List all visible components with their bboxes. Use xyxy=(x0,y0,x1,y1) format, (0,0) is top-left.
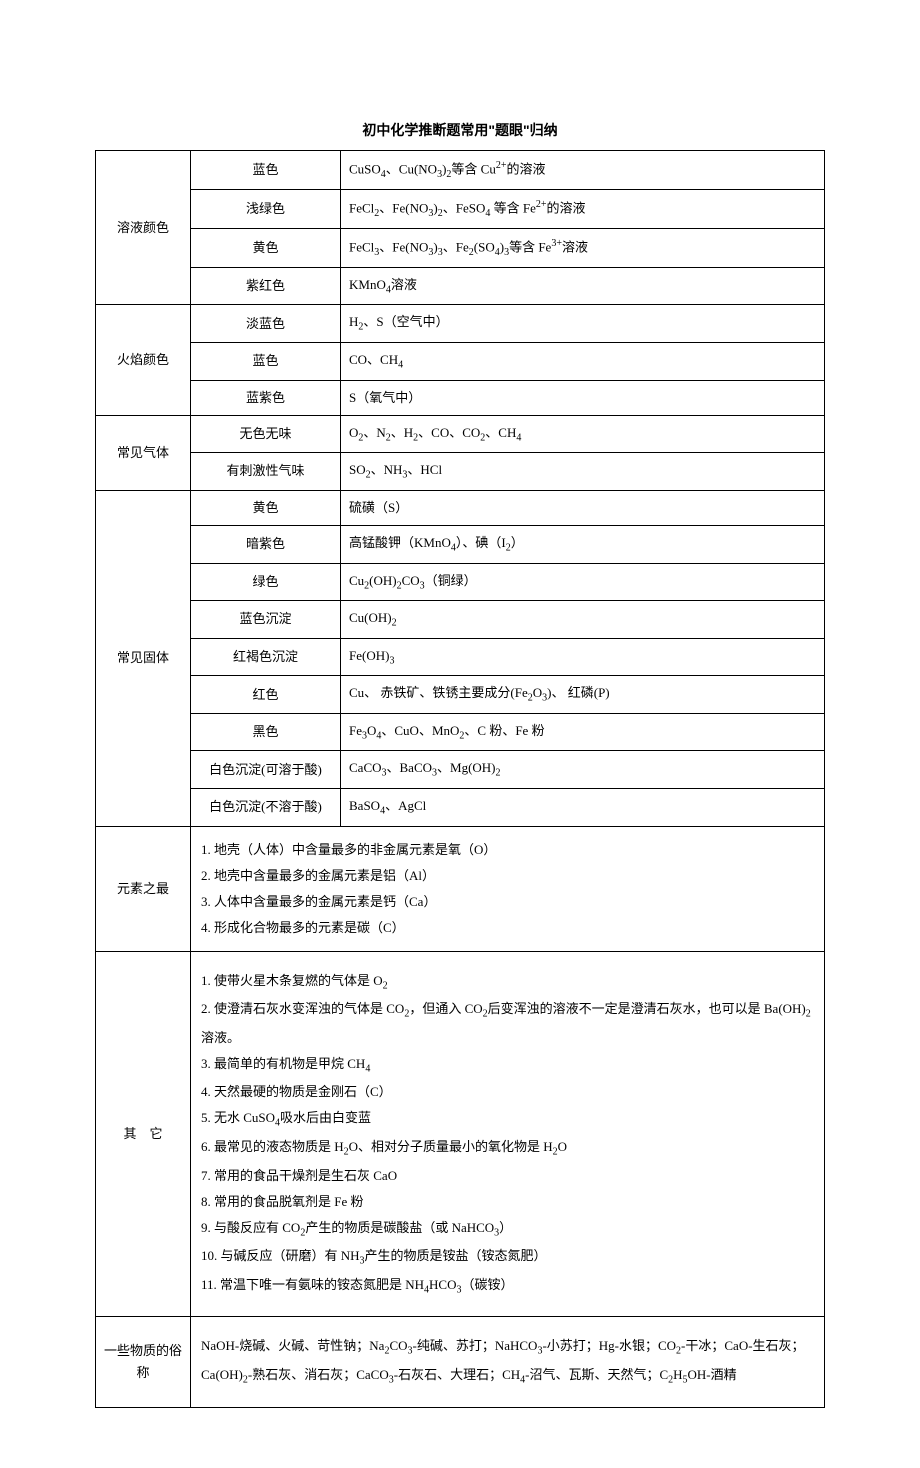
content-cell: Cu、 赤铁矿、铁锈主要成分(Fe2O3)、 红磷(P) xyxy=(341,676,825,714)
property-cell: 黄色 xyxy=(191,228,341,267)
content-cell: BaSO4、AgCl xyxy=(341,789,825,827)
content-cell: S（氧气中） xyxy=(341,380,825,415)
property-cell: 蓝色 xyxy=(191,151,341,190)
content-cell: KMnO4溶液 xyxy=(341,267,825,305)
content-cell: NaOH-烧碱、火碱、苛性钠；Na2CO3-纯碱、苏打；NaHCO3-小苏打；H… xyxy=(191,1317,825,1407)
content-cell: H2、S（空气中） xyxy=(341,305,825,343)
table-row: 其 它1. 使带火星木条复燃的气体是 O22. 使澄清石灰水变浑浊的气体是 CO… xyxy=(96,951,825,1317)
category-cell: 常见气体 xyxy=(96,415,191,490)
property-cell: 紫红色 xyxy=(191,267,341,305)
content-cell: Cu2(OH)2CO3（铜绿） xyxy=(341,563,825,601)
property-cell: 淡蓝色 xyxy=(191,305,341,343)
table-row: 有刺激性气味SO2、NH3、HCl xyxy=(96,453,825,491)
property-cell: 蓝紫色 xyxy=(191,380,341,415)
table-row: 元素之最1. 地壳（人体）中含量最多的非金属元素是氧（O）2. 地壳中含量最多的… xyxy=(96,826,825,951)
property-cell: 蓝色 xyxy=(191,342,341,380)
property-cell: 有刺激性气味 xyxy=(191,453,341,491)
content-cell: Fe3O4、CuO、MnO2、C 粉、Fe 粉 xyxy=(341,713,825,751)
table-row: 常见气体无色无味O2、N2、H2、CO、CO2、CH4 xyxy=(96,415,825,453)
category-cell: 溶液颜色 xyxy=(96,151,191,305)
property-cell: 无色无味 xyxy=(191,415,341,453)
table-row: 常见固体黄色硫磺（S） xyxy=(96,490,825,525)
category-cell: 火焰颜色 xyxy=(96,305,191,415)
property-cell: 白色沉淀(不溶于酸) xyxy=(191,789,341,827)
content-cell: CaCO3、BaCO3、Mg(OH)2 xyxy=(341,751,825,789)
table-row: 蓝紫色S（氧气中） xyxy=(96,380,825,415)
property-cell: 暗紫色 xyxy=(191,525,341,563)
category-cell: 常见固体 xyxy=(96,490,191,826)
table-row: 黄色FeCl3、Fe(NO3)3、Fe2(SO4)3等含 Fe3+溶液 xyxy=(96,228,825,267)
category-cell: 其 它 xyxy=(96,951,191,1317)
content-cell: O2、N2、H2、CO、CO2、CH4 xyxy=(341,415,825,453)
table-row: 浅绿色FeCl2、Fe(NO3)2、FeSO4 等含 Fe2+的溶液 xyxy=(96,189,825,228)
property-cell: 黑色 xyxy=(191,713,341,751)
table-row: 溶液颜色蓝色CuSO4、Cu(NO3)2等含 Cu2+的溶液 xyxy=(96,151,825,190)
table-row: 暗紫色高锰酸钾（KMnO4）、碘（I2） xyxy=(96,525,825,563)
table-row: 蓝色沉淀Cu(OH)2 xyxy=(96,601,825,639)
table-row: 一些物质的俗称NaOH-烧碱、火碱、苛性钠；Na2CO3-纯碱、苏打；NaHCO… xyxy=(96,1317,825,1407)
content-cell: 硫磺（S） xyxy=(341,490,825,525)
content-cell: FeCl2、Fe(NO3)2、FeSO4 等含 Fe2+的溶液 xyxy=(341,189,825,228)
document-title: 初中化学推断题常用"题眼"归纳 xyxy=(95,120,825,140)
table-row: 黑色Fe3O4、CuO、MnO2、C 粉、Fe 粉 xyxy=(96,713,825,751)
content-cell: Fe(OH)3 xyxy=(341,638,825,676)
content-cell: 1. 使带火星木条复燃的气体是 O22. 使澄清石灰水变浑浊的气体是 CO2，但… xyxy=(191,951,825,1317)
content-cell: 1. 地壳（人体）中含量最多的非金属元素是氧（O）2. 地壳中含量最多的金属元素… xyxy=(191,826,825,951)
property-cell: 浅绿色 xyxy=(191,189,341,228)
content-cell: SO2、NH3、HCl xyxy=(341,453,825,491)
content-cell: Cu(OH)2 xyxy=(341,601,825,639)
property-cell: 绿色 xyxy=(191,563,341,601)
content-cell: FeCl3、Fe(NO3)3、Fe2(SO4)3等含 Fe3+溶液 xyxy=(341,228,825,267)
table-row: 白色沉淀(不溶于酸)BaSO4、AgCl xyxy=(96,789,825,827)
property-cell: 白色沉淀(可溶于酸) xyxy=(191,751,341,789)
content-cell: CuSO4、Cu(NO3)2等含 Cu2+的溶液 xyxy=(341,151,825,190)
chemistry-reference-table: 溶液颜色蓝色CuSO4、Cu(NO3)2等含 Cu2+的溶液浅绿色FeCl2、F… xyxy=(95,150,825,1408)
property-cell: 红色 xyxy=(191,676,341,714)
category-cell: 元素之最 xyxy=(96,826,191,951)
table-row: 紫红色KMnO4溶液 xyxy=(96,267,825,305)
table-row: 红褐色沉淀Fe(OH)3 xyxy=(96,638,825,676)
content-cell: 高锰酸钾（KMnO4）、碘（I2） xyxy=(341,525,825,563)
property-cell: 蓝色沉淀 xyxy=(191,601,341,639)
table-row: 红色Cu、 赤铁矿、铁锈主要成分(Fe2O3)、 红磷(P) xyxy=(96,676,825,714)
property-cell: 黄色 xyxy=(191,490,341,525)
table-row: 蓝色CO、CH4 xyxy=(96,342,825,380)
content-cell: CO、CH4 xyxy=(341,342,825,380)
property-cell: 红褐色沉淀 xyxy=(191,638,341,676)
category-cell: 一些物质的俗称 xyxy=(96,1317,191,1407)
table-row: 绿色Cu2(OH)2CO3（铜绿） xyxy=(96,563,825,601)
table-row: 火焰颜色淡蓝色H2、S（空气中） xyxy=(96,305,825,343)
table-row: 白色沉淀(可溶于酸)CaCO3、BaCO3、Mg(OH)2 xyxy=(96,751,825,789)
